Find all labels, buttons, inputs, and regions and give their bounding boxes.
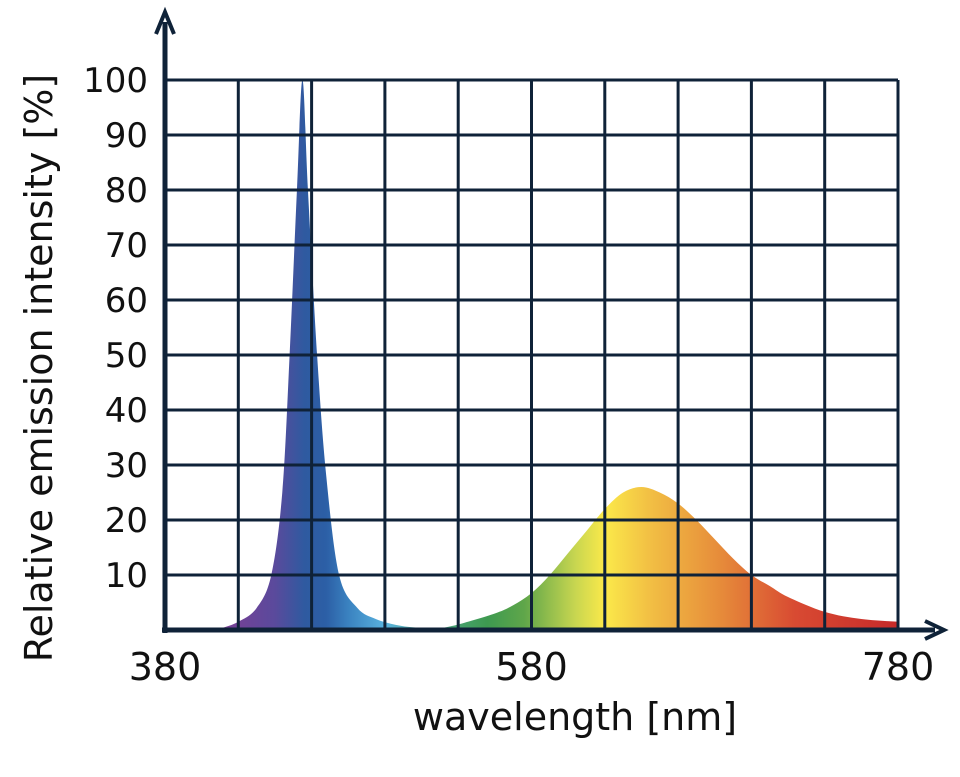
- grid: [163, 78, 900, 630]
- x-tick-label: 580: [495, 645, 568, 689]
- y-tick-label: 20: [105, 501, 148, 541]
- x-axis-label: wavelength [nm]: [413, 695, 737, 739]
- spectrum-area-2: [439, 487, 898, 630]
- x-tick-label: 380: [129, 645, 202, 689]
- x-tick-label: 780: [862, 645, 935, 689]
- y-tick-label: 40: [105, 391, 148, 431]
- axes: [154, 6, 949, 641]
- y-tick-label: 80: [105, 171, 148, 211]
- x-tick-labels: 380 580 780: [129, 645, 935, 689]
- y-tick-labels: 10 20 30 40 50 60 70 80 90 100: [83, 61, 148, 596]
- y-tick-label: 90: [105, 116, 148, 156]
- y-axis-arrow-icon: [154, 6, 176, 35]
- y-tick-label: 100: [83, 61, 148, 101]
- y-tick-label: 70: [105, 226, 148, 266]
- y-tick-label: 60: [105, 281, 148, 321]
- y-tick-label: 50: [105, 336, 148, 376]
- y-tick-label: 30: [105, 446, 148, 486]
- x-axis-arrow-icon: [924, 619, 949, 641]
- y-tick-label: 10: [105, 556, 148, 596]
- y-axis-label: Relative emission intensity [%]: [17, 74, 61, 662]
